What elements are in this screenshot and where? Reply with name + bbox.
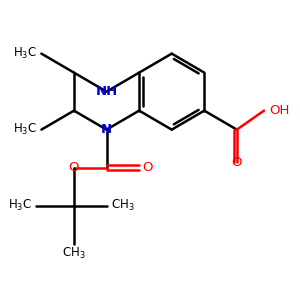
Text: $\mathregular{CH_3}$: $\mathregular{CH_3}$ — [111, 198, 134, 213]
Text: OH: OH — [269, 104, 290, 117]
Text: $\mathregular{H_3C}$: $\mathregular{H_3C}$ — [8, 198, 32, 213]
Text: O: O — [232, 156, 242, 169]
Text: N: N — [101, 123, 112, 136]
Text: $\mathregular{CH_3}$: $\mathregular{CH_3}$ — [62, 246, 86, 262]
Text: NH: NH — [95, 85, 118, 98]
Text: $\mathregular{H_3C}$: $\mathregular{H_3C}$ — [13, 122, 37, 137]
Text: O: O — [69, 161, 79, 174]
Text: O: O — [142, 161, 152, 174]
Text: $\mathregular{H_3C}$: $\mathregular{H_3C}$ — [13, 46, 37, 61]
